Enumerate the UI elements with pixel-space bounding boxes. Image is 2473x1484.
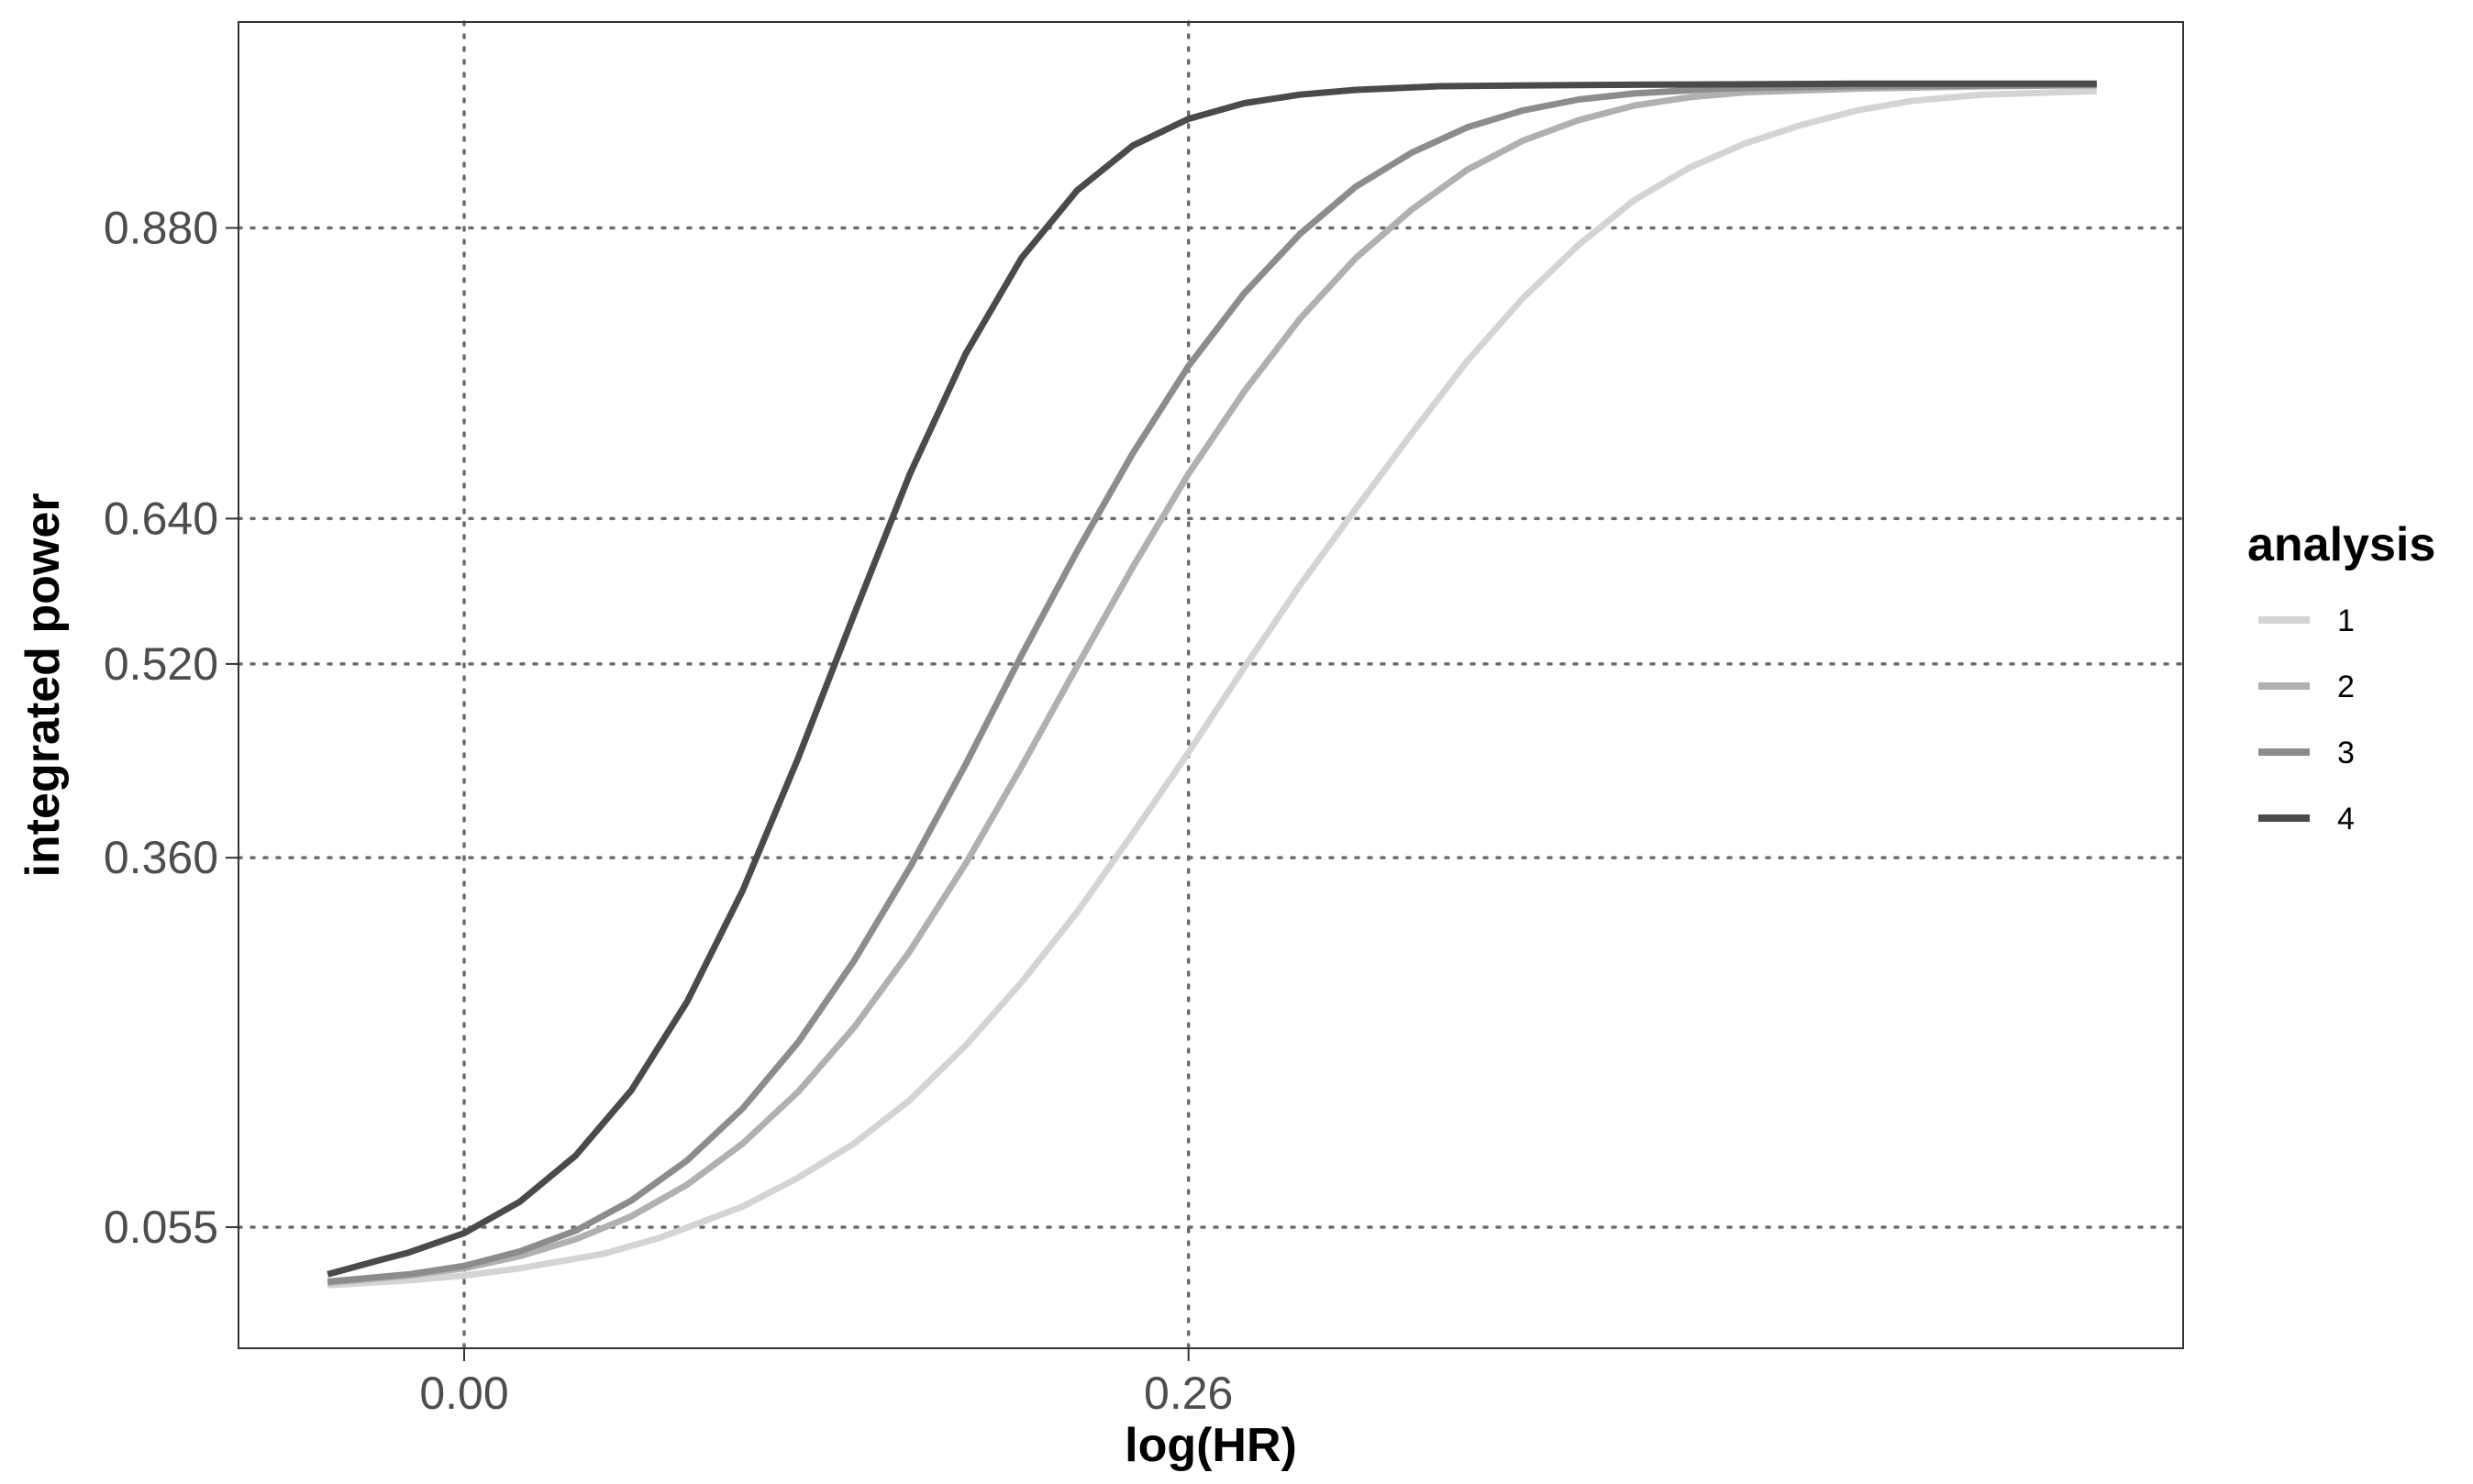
- series-line-1: [327, 87, 2097, 1289]
- legend-label-2: 2: [2337, 670, 2355, 704]
- axis-ticks: 0.055 0.360 0.520 0.640 0.880 0.00 0.26: [104, 202, 1233, 1419]
- x-tick-label: 0.00: [419, 1368, 508, 1419]
- series-line-3: [327, 82, 2097, 1285]
- y-axis-title: integrated power: [17, 493, 70, 878]
- x-tick-label: 0.26: [1144, 1368, 1233, 1419]
- grid-lines: [237, 20, 2185, 1350]
- legend-label-1: 1: [2337, 604, 2355, 638]
- y-tick-label: 0.360: [104, 832, 218, 883]
- y-tick-label: 0.880: [104, 202, 218, 253]
- plot-panel: [238, 21, 2184, 1349]
- legend: 1 2 3 4: [2258, 604, 2355, 836]
- legend-label-3: 3: [2337, 736, 2355, 770]
- y-tick-label: 0.520: [104, 638, 218, 690]
- y-tick-label: 0.055: [104, 1202, 218, 1253]
- legend-title: analysis: [2247, 518, 2435, 571]
- series-line-2: [327, 82, 2097, 1287]
- series-lines: [327, 80, 2097, 1289]
- y-tick-label: 0.640: [104, 493, 218, 544]
- legend-label-4: 4: [2337, 802, 2355, 836]
- x-axis-title: log(HR): [1125, 1419, 1297, 1472]
- series-line-4: [327, 80, 2097, 1278]
